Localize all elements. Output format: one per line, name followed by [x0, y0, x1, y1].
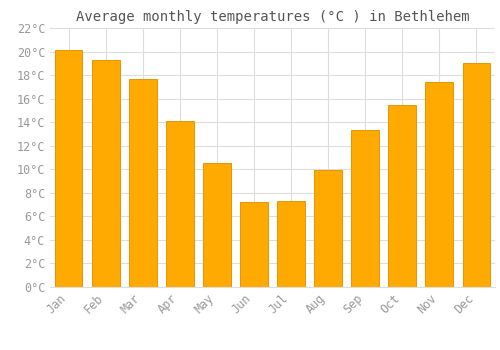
- Bar: [388, 105, 416, 287]
- Bar: [352, 131, 379, 287]
- Bar: [54, 50, 82, 287]
- Title: Average monthly temperatures (°C ) in Bethlehem: Average monthly temperatures (°C ) in Be…: [76, 10, 469, 24]
- Bar: [277, 201, 305, 287]
- Bar: [462, 63, 490, 287]
- Bar: [240, 202, 268, 287]
- Bar: [92, 60, 120, 287]
- Bar: [166, 121, 194, 287]
- Bar: [426, 82, 454, 287]
- Bar: [203, 163, 231, 287]
- Bar: [129, 79, 156, 287]
- Bar: [314, 170, 342, 287]
